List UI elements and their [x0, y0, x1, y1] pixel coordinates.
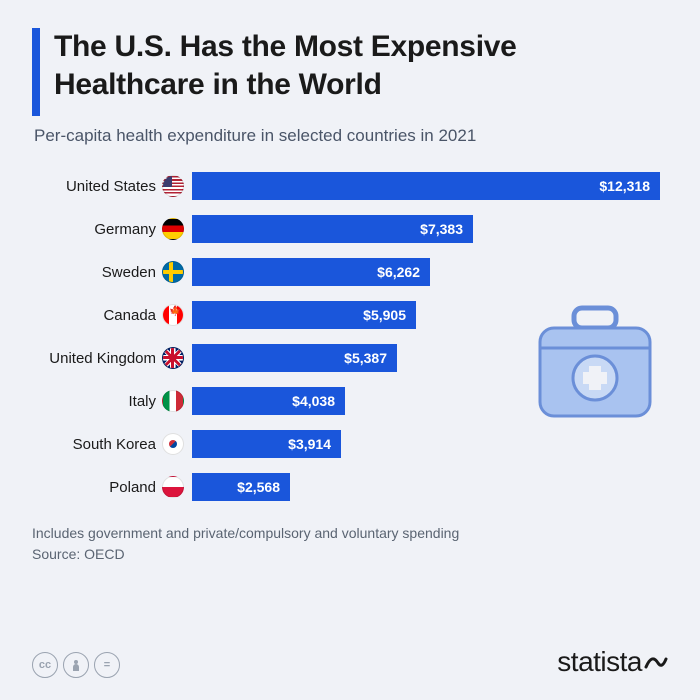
- bar-value: $5,905: [363, 307, 406, 323]
- flag-icon: [162, 304, 184, 326]
- country-label: Canada: [32, 307, 162, 324]
- bar-value: $3,914: [288, 436, 331, 452]
- country-label: Sweden: [32, 264, 162, 281]
- flag-icon: [162, 347, 184, 369]
- bar-value: $5,387: [344, 350, 387, 366]
- footnote: Includes government and private/compulso…: [32, 523, 668, 565]
- flag-icon: [162, 175, 184, 197]
- country-label: United States: [32, 178, 162, 195]
- chart-row: Sweden $6,262: [32, 256, 668, 288]
- bar-value: $4,038: [292, 393, 335, 409]
- bar-wrap: $6,262: [192, 258, 668, 286]
- flag-icon: [162, 218, 184, 240]
- country-label: Poland: [32, 479, 162, 496]
- flag-icon: [162, 390, 184, 412]
- chart-row: Germany $7,383: [32, 213, 668, 245]
- country-label: Germany: [32, 221, 162, 238]
- bar: $5,905: [192, 301, 416, 329]
- brand-text: statista: [557, 646, 642, 678]
- country-label: South Korea: [32, 436, 162, 453]
- license-icons: cc =: [32, 652, 120, 678]
- brand-wave-icon: [644, 649, 668, 673]
- bar: $5,387: [192, 344, 397, 372]
- bar: $2,568: [192, 473, 290, 501]
- bar-value: $7,383: [420, 221, 463, 237]
- bar: $6,262: [192, 258, 430, 286]
- bar: $7,383: [192, 215, 473, 243]
- flag-icon: [162, 433, 184, 455]
- cc-by-icon: [63, 652, 89, 678]
- flag-icon: [162, 261, 184, 283]
- bar-wrap: $3,914: [192, 430, 668, 458]
- medkit-icon: [530, 300, 660, 430]
- footnote-line2: Source: OECD: [32, 544, 668, 565]
- bar: $4,038: [192, 387, 345, 415]
- brand-logo: statista: [557, 646, 668, 678]
- chart-row: South Korea $3,914: [32, 428, 668, 460]
- chart-row: United States $12,318: [32, 170, 668, 202]
- flag-icon: [162, 476, 184, 498]
- cc-icon: cc: [32, 652, 58, 678]
- chart-title: The U.S. Has the Most Expensive Healthca…: [54, 28, 668, 103]
- chart-subtitle: Per-capita health expenditure in selecte…: [34, 126, 668, 146]
- country-label: Italy: [32, 393, 162, 410]
- bar: $12,318: [192, 172, 660, 200]
- chart-row: Poland $2,568: [32, 471, 668, 503]
- accent-bar: [32, 28, 40, 116]
- cc-nd-icon: =: [94, 652, 120, 678]
- bar: $3,914: [192, 430, 341, 458]
- bar-wrap: $2,568: [192, 473, 668, 501]
- footnote-line1: Includes government and private/compulso…: [32, 523, 668, 544]
- bar-wrap: $12,318: [192, 172, 668, 200]
- bar-value: $12,318: [599, 178, 650, 194]
- country-label: United Kingdom: [32, 350, 162, 367]
- bar-wrap: $7,383: [192, 215, 668, 243]
- bar-value: $6,262: [377, 264, 420, 280]
- bar-value: $2,568: [237, 479, 280, 495]
